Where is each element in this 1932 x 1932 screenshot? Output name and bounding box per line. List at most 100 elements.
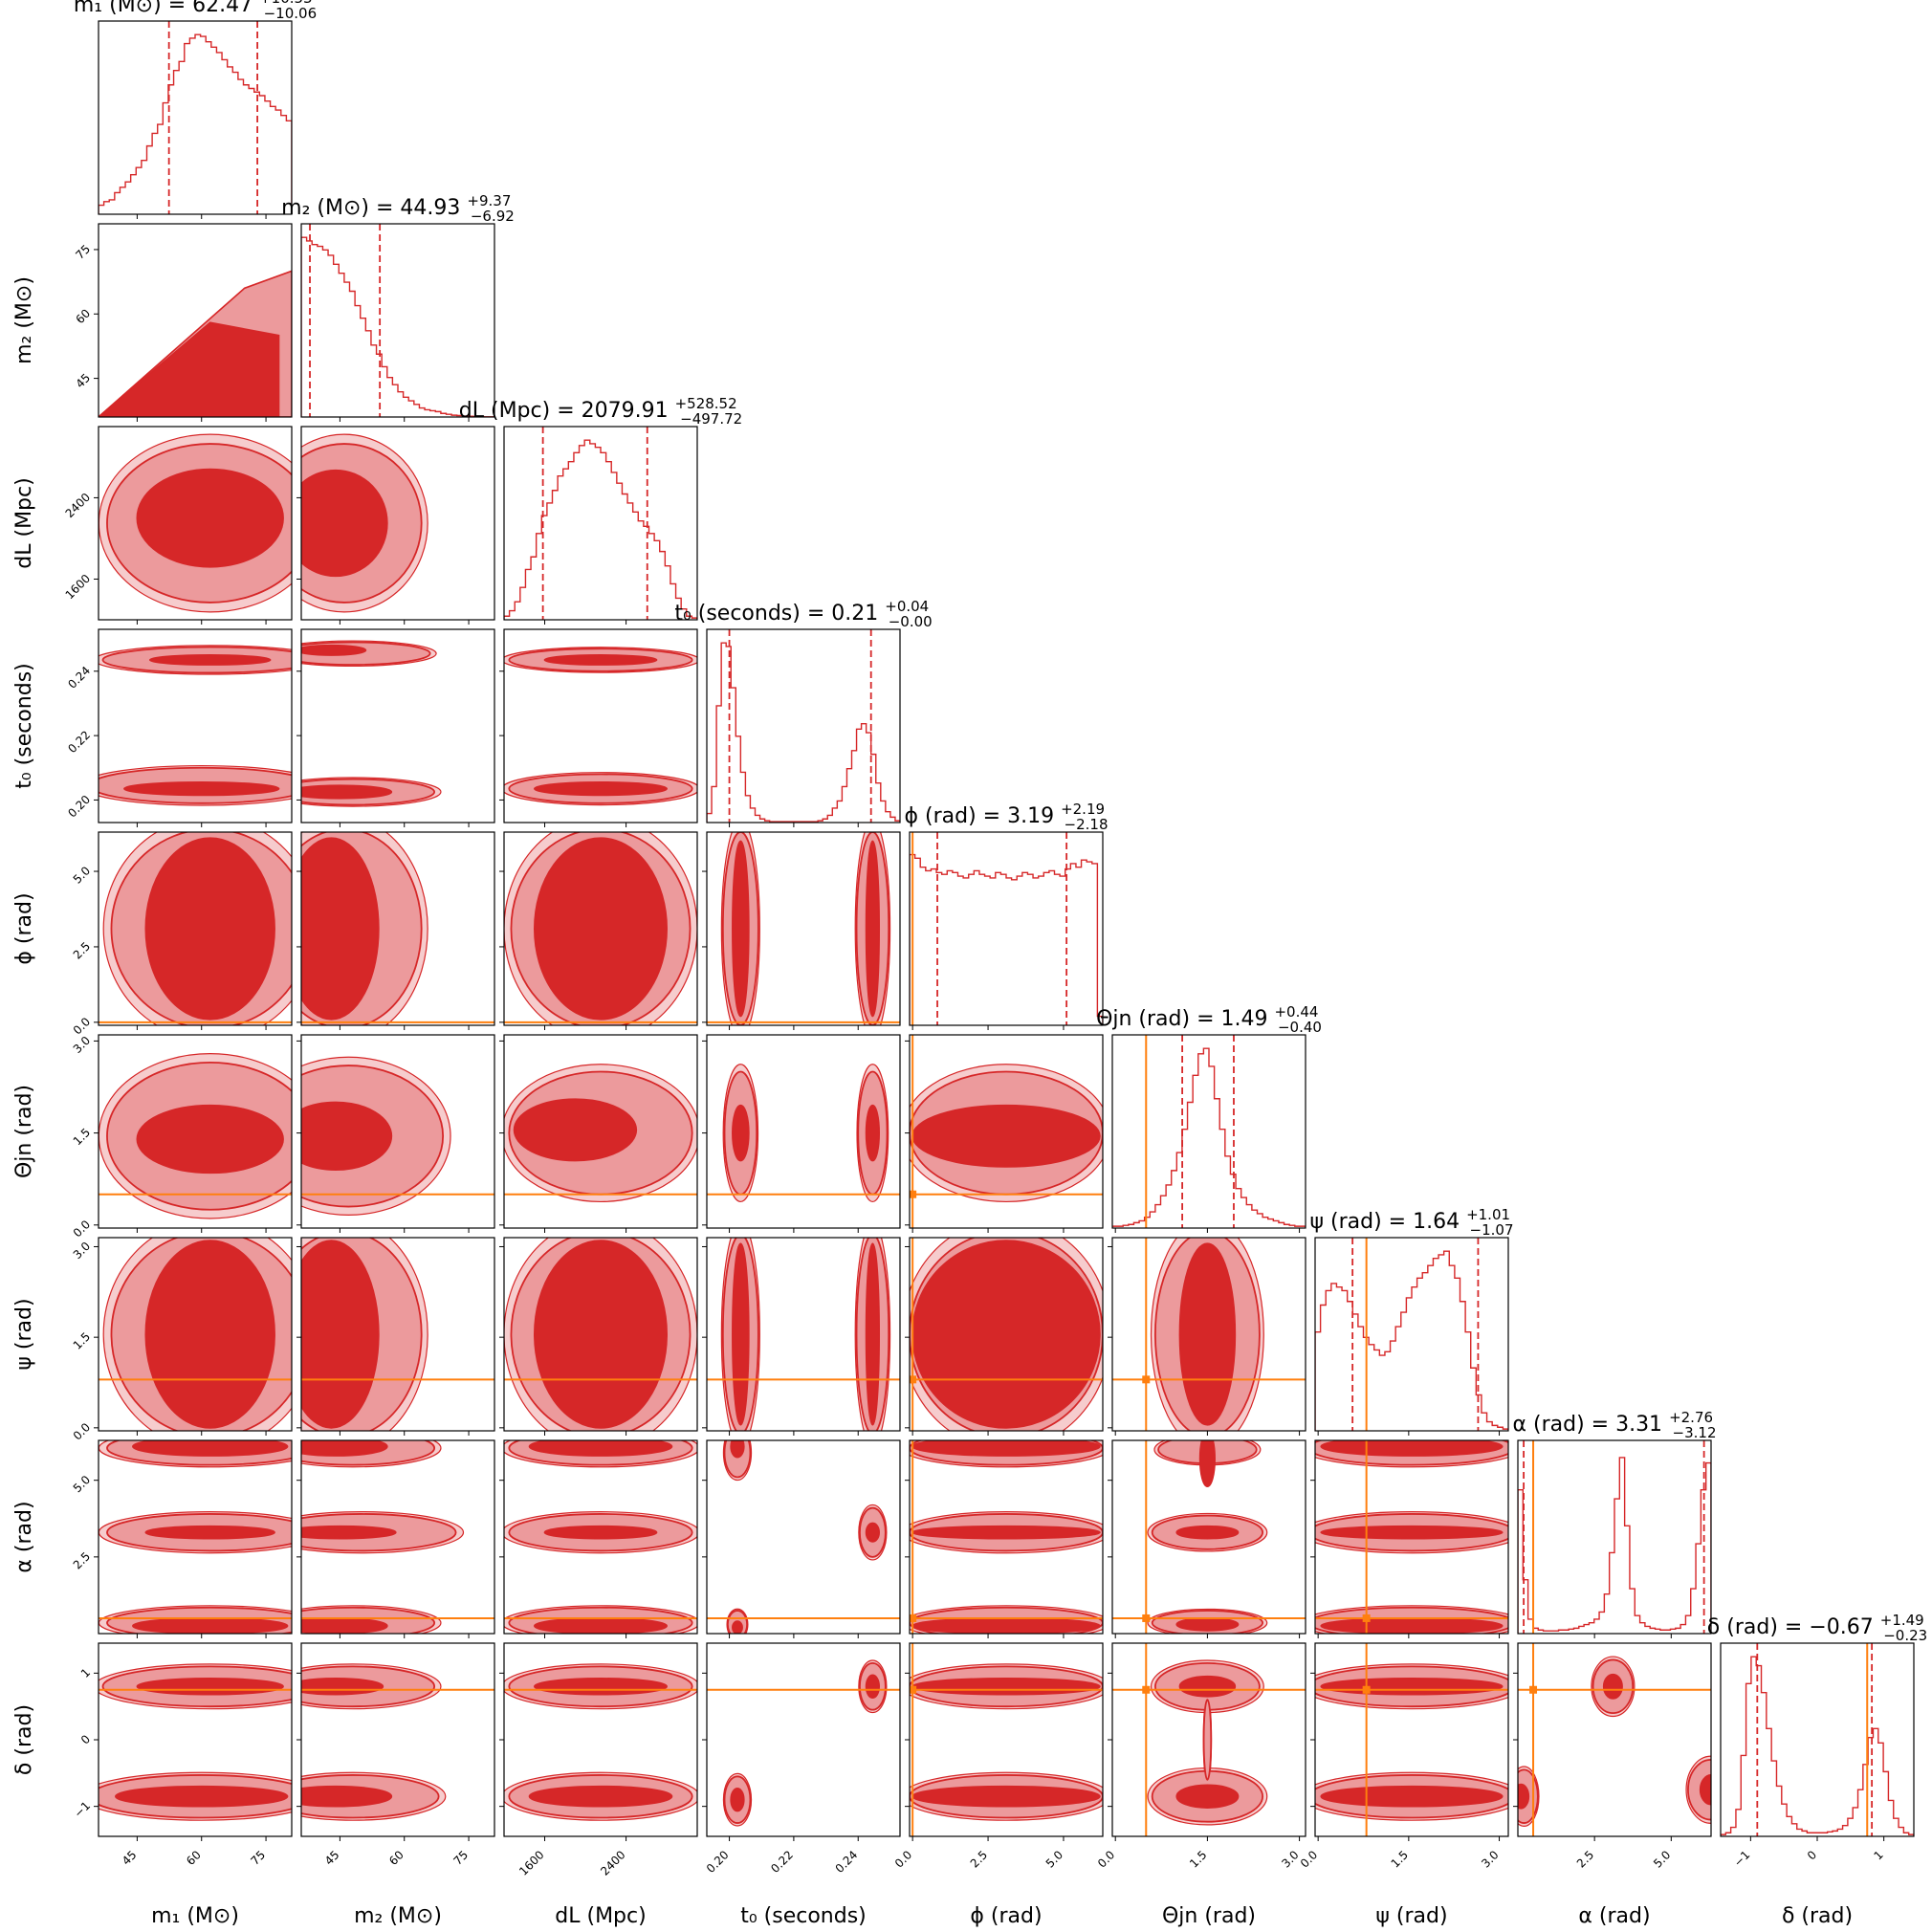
ytick-label-t0: 0.20 xyxy=(65,793,93,821)
hist-panel-theta_jn: Θjn (rad) = 1.49 +0.44 −0.40 xyxy=(1096,1003,1322,1233)
contour-dark xyxy=(865,1104,881,1162)
ytick-label-dL: 1600 xyxy=(63,572,93,602)
yaxis-label-dL: dL (Mpc) xyxy=(12,477,36,568)
panel-frame xyxy=(300,628,495,823)
xtick-label-theta_jn: 0.0 xyxy=(1095,1848,1117,1870)
contour-dark xyxy=(144,1240,275,1429)
yaxis-label-delta: δ (rad) xyxy=(12,1704,36,1775)
hist-panel-m2: m₂ (M⊙) = 44.93 +9.37 −6.92 xyxy=(281,192,515,422)
panel-frame xyxy=(706,1237,901,1432)
xtick-label-psi: 0.0 xyxy=(1298,1848,1320,1870)
joint-panel-dL-vs-m2 xyxy=(296,426,495,625)
joint-panel-delta-vs-t0: 0.20 0.22 0.24 xyxy=(702,1642,901,1876)
contour-dark xyxy=(132,1440,289,1457)
joint-panel-psi-vs-phi xyxy=(905,1237,1104,1436)
xtick-label-phi: 2.5 xyxy=(968,1848,990,1870)
ytick-label-phi: 2.5 xyxy=(71,939,93,961)
contour-dark xyxy=(301,1525,397,1540)
joint-panel-theta_jn-vs-m1: 0.0 1.5 3.0 xyxy=(71,1034,293,1240)
ytick-label-delta: −1 xyxy=(72,1799,93,1820)
joint-panel-psi-vs-dL xyxy=(499,1237,698,1436)
ytick-label-delta: 0 xyxy=(78,1732,93,1746)
panel-frame xyxy=(1314,1237,1509,1432)
title-alpha: α (rad) = 3.31 +2.76 −3.12 xyxy=(1513,1409,1717,1441)
panel-frame xyxy=(300,831,495,1026)
hist-panel-t0: t₀ (seconds) = 0.21 +0.04 −0.00 xyxy=(674,598,933,827)
contour-dark xyxy=(533,1678,669,1696)
contour-dark xyxy=(865,1242,881,1426)
truth-marker xyxy=(910,1375,917,1384)
contour-dark xyxy=(533,837,669,1021)
ytick-label-theta_jn: 3.0 xyxy=(71,1034,93,1056)
ytick-label-m2: 45 xyxy=(73,371,93,391)
contour-dark xyxy=(534,1617,668,1634)
truth-marker xyxy=(910,1614,917,1622)
panel-frame xyxy=(98,831,293,1026)
contour-dark xyxy=(99,321,280,417)
joint-panel-delta-vs-dL: 1600 2400 xyxy=(499,1642,698,1878)
contour-dark xyxy=(543,654,658,666)
panel-frame xyxy=(503,1439,698,1635)
panel-frame xyxy=(706,628,901,823)
contour-dark xyxy=(1602,1673,1623,1700)
ytick-label-theta_jn: 0.0 xyxy=(71,1218,93,1240)
xtick-label-m2: 75 xyxy=(450,1848,471,1868)
contour-dark xyxy=(533,1240,669,1429)
panel-frame xyxy=(706,831,901,1026)
contour-dark xyxy=(513,1098,638,1162)
truth-marker xyxy=(910,1685,917,1694)
contour-dark xyxy=(1178,1242,1237,1426)
contour-dark xyxy=(732,1242,750,1426)
histogram-alpha xyxy=(1518,1457,1711,1634)
xaxis-label-dL: dL (Mpc) xyxy=(555,1904,646,1928)
xtick-label-t0: 0.24 xyxy=(833,1848,861,1876)
contour-dark xyxy=(1518,1783,1530,1810)
contour-dark xyxy=(1699,1774,1711,1806)
joint-panel-theta_jn-vs-dL xyxy=(499,1034,698,1233)
joint-panel-phi-vs-t0 xyxy=(702,831,901,1030)
panel-frame xyxy=(1111,1034,1306,1229)
contour-dark xyxy=(123,781,280,797)
contour-dark xyxy=(1178,1675,1237,1698)
hist-panel-m1: m₁ (M⊙) = 62.47 +10.53−10.06 xyxy=(74,0,317,219)
histogram-phi xyxy=(910,853,1103,1025)
xtick-label-m1: 45 xyxy=(120,1848,140,1868)
contour-dark xyxy=(301,837,380,1021)
contour-dark xyxy=(1320,1617,1504,1634)
panel-frame xyxy=(300,1034,495,1229)
xaxis-label-m2: m₂ (M⊙) xyxy=(354,1904,442,1928)
yaxis-label-psi: ψ (rad) xyxy=(12,1298,36,1370)
joint-panel-alpha-vs-psi xyxy=(1310,1439,1509,1638)
xtick-label-m2: 45 xyxy=(322,1848,342,1868)
xaxis-label-theta_jn: Θjn (rad) xyxy=(1162,1904,1256,1928)
contour-dark xyxy=(301,1440,388,1457)
xtick-label-psi: 1.5 xyxy=(1389,1848,1411,1870)
xtick-label-phi: 0.0 xyxy=(892,1848,914,1870)
contour-dark xyxy=(1320,1785,1504,1808)
joint-panel-phi-vs-m1: 0.0 2.5 5.0 xyxy=(71,831,293,1037)
contour-dark xyxy=(865,1674,881,1700)
joint-panel-theta_jn-vs-m2 xyxy=(296,1034,495,1233)
contour-dark xyxy=(911,1617,1101,1634)
panel-frame xyxy=(503,1237,698,1432)
xtick-label-m1: 75 xyxy=(248,1848,268,1868)
panel-frame xyxy=(1314,1439,1509,1635)
joint-panel-delta-vs-m2: 45 60 75 xyxy=(296,1642,495,1868)
hist-panel-psi: ψ (rad) = 1.64 +1.01 −1.07 xyxy=(1310,1206,1514,1436)
joint-panel-delta-vs-theta_jn: 0.0 1.5 3.0 xyxy=(1095,1642,1306,1871)
yaxis-label-phi: ϕ (rad) xyxy=(12,892,36,964)
title-m2: m₂ (M⊙) = 44.93 +9.37 −6.92 xyxy=(281,192,515,225)
xtick-label-m2: 60 xyxy=(386,1848,406,1868)
joint-panel-psi-vs-m1: 0.0 1.5 3.0 xyxy=(71,1237,293,1442)
yaxis-label-m2: m₂ (M⊙) xyxy=(12,276,36,364)
xaxis-label-delta: δ (rad) xyxy=(1782,1904,1853,1928)
joint-panel-t0-vs-m2 xyxy=(296,628,495,827)
ytick-label-m2: 75 xyxy=(73,242,93,262)
contour-dark xyxy=(732,1620,743,1634)
panel-frame xyxy=(503,831,698,1026)
contour-dark xyxy=(730,1787,745,1812)
joint-panel-alpha-vs-t0 xyxy=(702,1439,901,1638)
xtick-label-delta: −1 xyxy=(1731,1848,1752,1869)
hist-panel-alpha: α (rad) = 3.31 +2.76 −3.12 xyxy=(1513,1409,1717,1638)
joint-panel-delta-vs-m1: 45 60 75 −1 0 1 xyxy=(72,1642,293,1868)
